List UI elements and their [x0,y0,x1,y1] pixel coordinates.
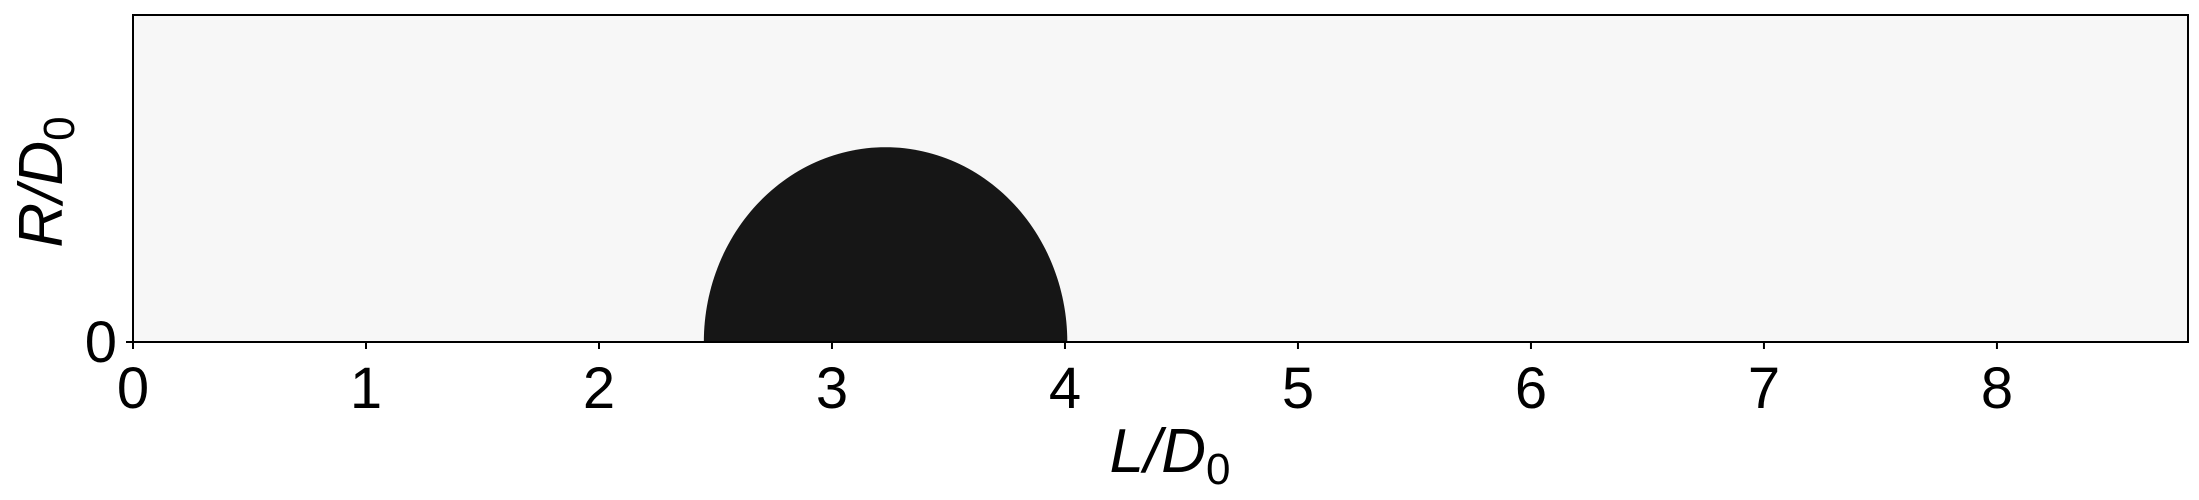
x-tick-label: 8 [1981,356,2013,421]
x-axis-ticks: 0 1 2 3 4 5 6 7 8 [117,342,2013,421]
plot-background [133,15,2188,342]
x-tick-label: 3 [816,356,848,421]
x-tick-label: 5 [1282,356,1314,421]
x-tick-label: 6 [1515,356,1547,421]
y-tick-label: 0 [85,310,117,375]
x-tick-label: 0 [117,356,149,421]
x-axis-label: L/D0 [1110,417,1231,494]
y-axis-label: R/D0 [7,116,84,247]
droplet-region [703,147,1068,342]
x-tick-label: 7 [1748,356,1780,421]
y-axis-ticks: 0 [85,310,133,375]
x-tick-label: 4 [1049,356,1081,421]
x-tick-label: 2 [583,356,615,421]
plot-frame [132,14,2189,343]
x-tick-label: 1 [350,356,382,421]
